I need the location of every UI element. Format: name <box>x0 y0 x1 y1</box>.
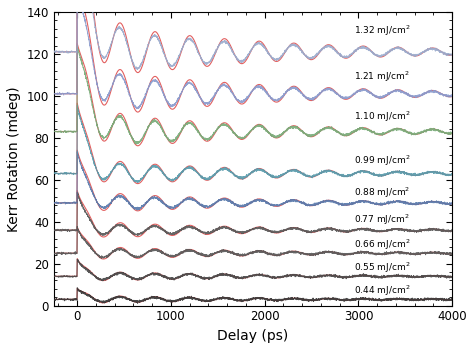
Text: 0.55 mJ/cm$^2$: 0.55 mJ/cm$^2$ <box>354 261 410 275</box>
Text: 1.21 mJ/cm$^2$: 1.21 mJ/cm$^2$ <box>354 70 410 84</box>
Text: 0.44 mJ/cm$^2$: 0.44 mJ/cm$^2$ <box>354 284 410 298</box>
Text: 1.10 mJ/cm$^2$: 1.10 mJ/cm$^2$ <box>354 110 410 124</box>
Text: 0.77 mJ/cm$^2$: 0.77 mJ/cm$^2$ <box>354 212 410 227</box>
X-axis label: Delay (ps): Delay (ps) <box>218 329 289 343</box>
Text: 1.32 mJ/cm$^2$: 1.32 mJ/cm$^2$ <box>354 23 410 38</box>
Y-axis label: Kerr Rotation (mdeg): Kerr Rotation (mdeg) <box>7 86 21 232</box>
Text: 0.99 mJ/cm$^2$: 0.99 mJ/cm$^2$ <box>354 154 410 168</box>
Text: 0.66 mJ/cm$^2$: 0.66 mJ/cm$^2$ <box>354 238 410 252</box>
Text: 0.88 mJ/cm$^2$: 0.88 mJ/cm$^2$ <box>354 185 410 199</box>
